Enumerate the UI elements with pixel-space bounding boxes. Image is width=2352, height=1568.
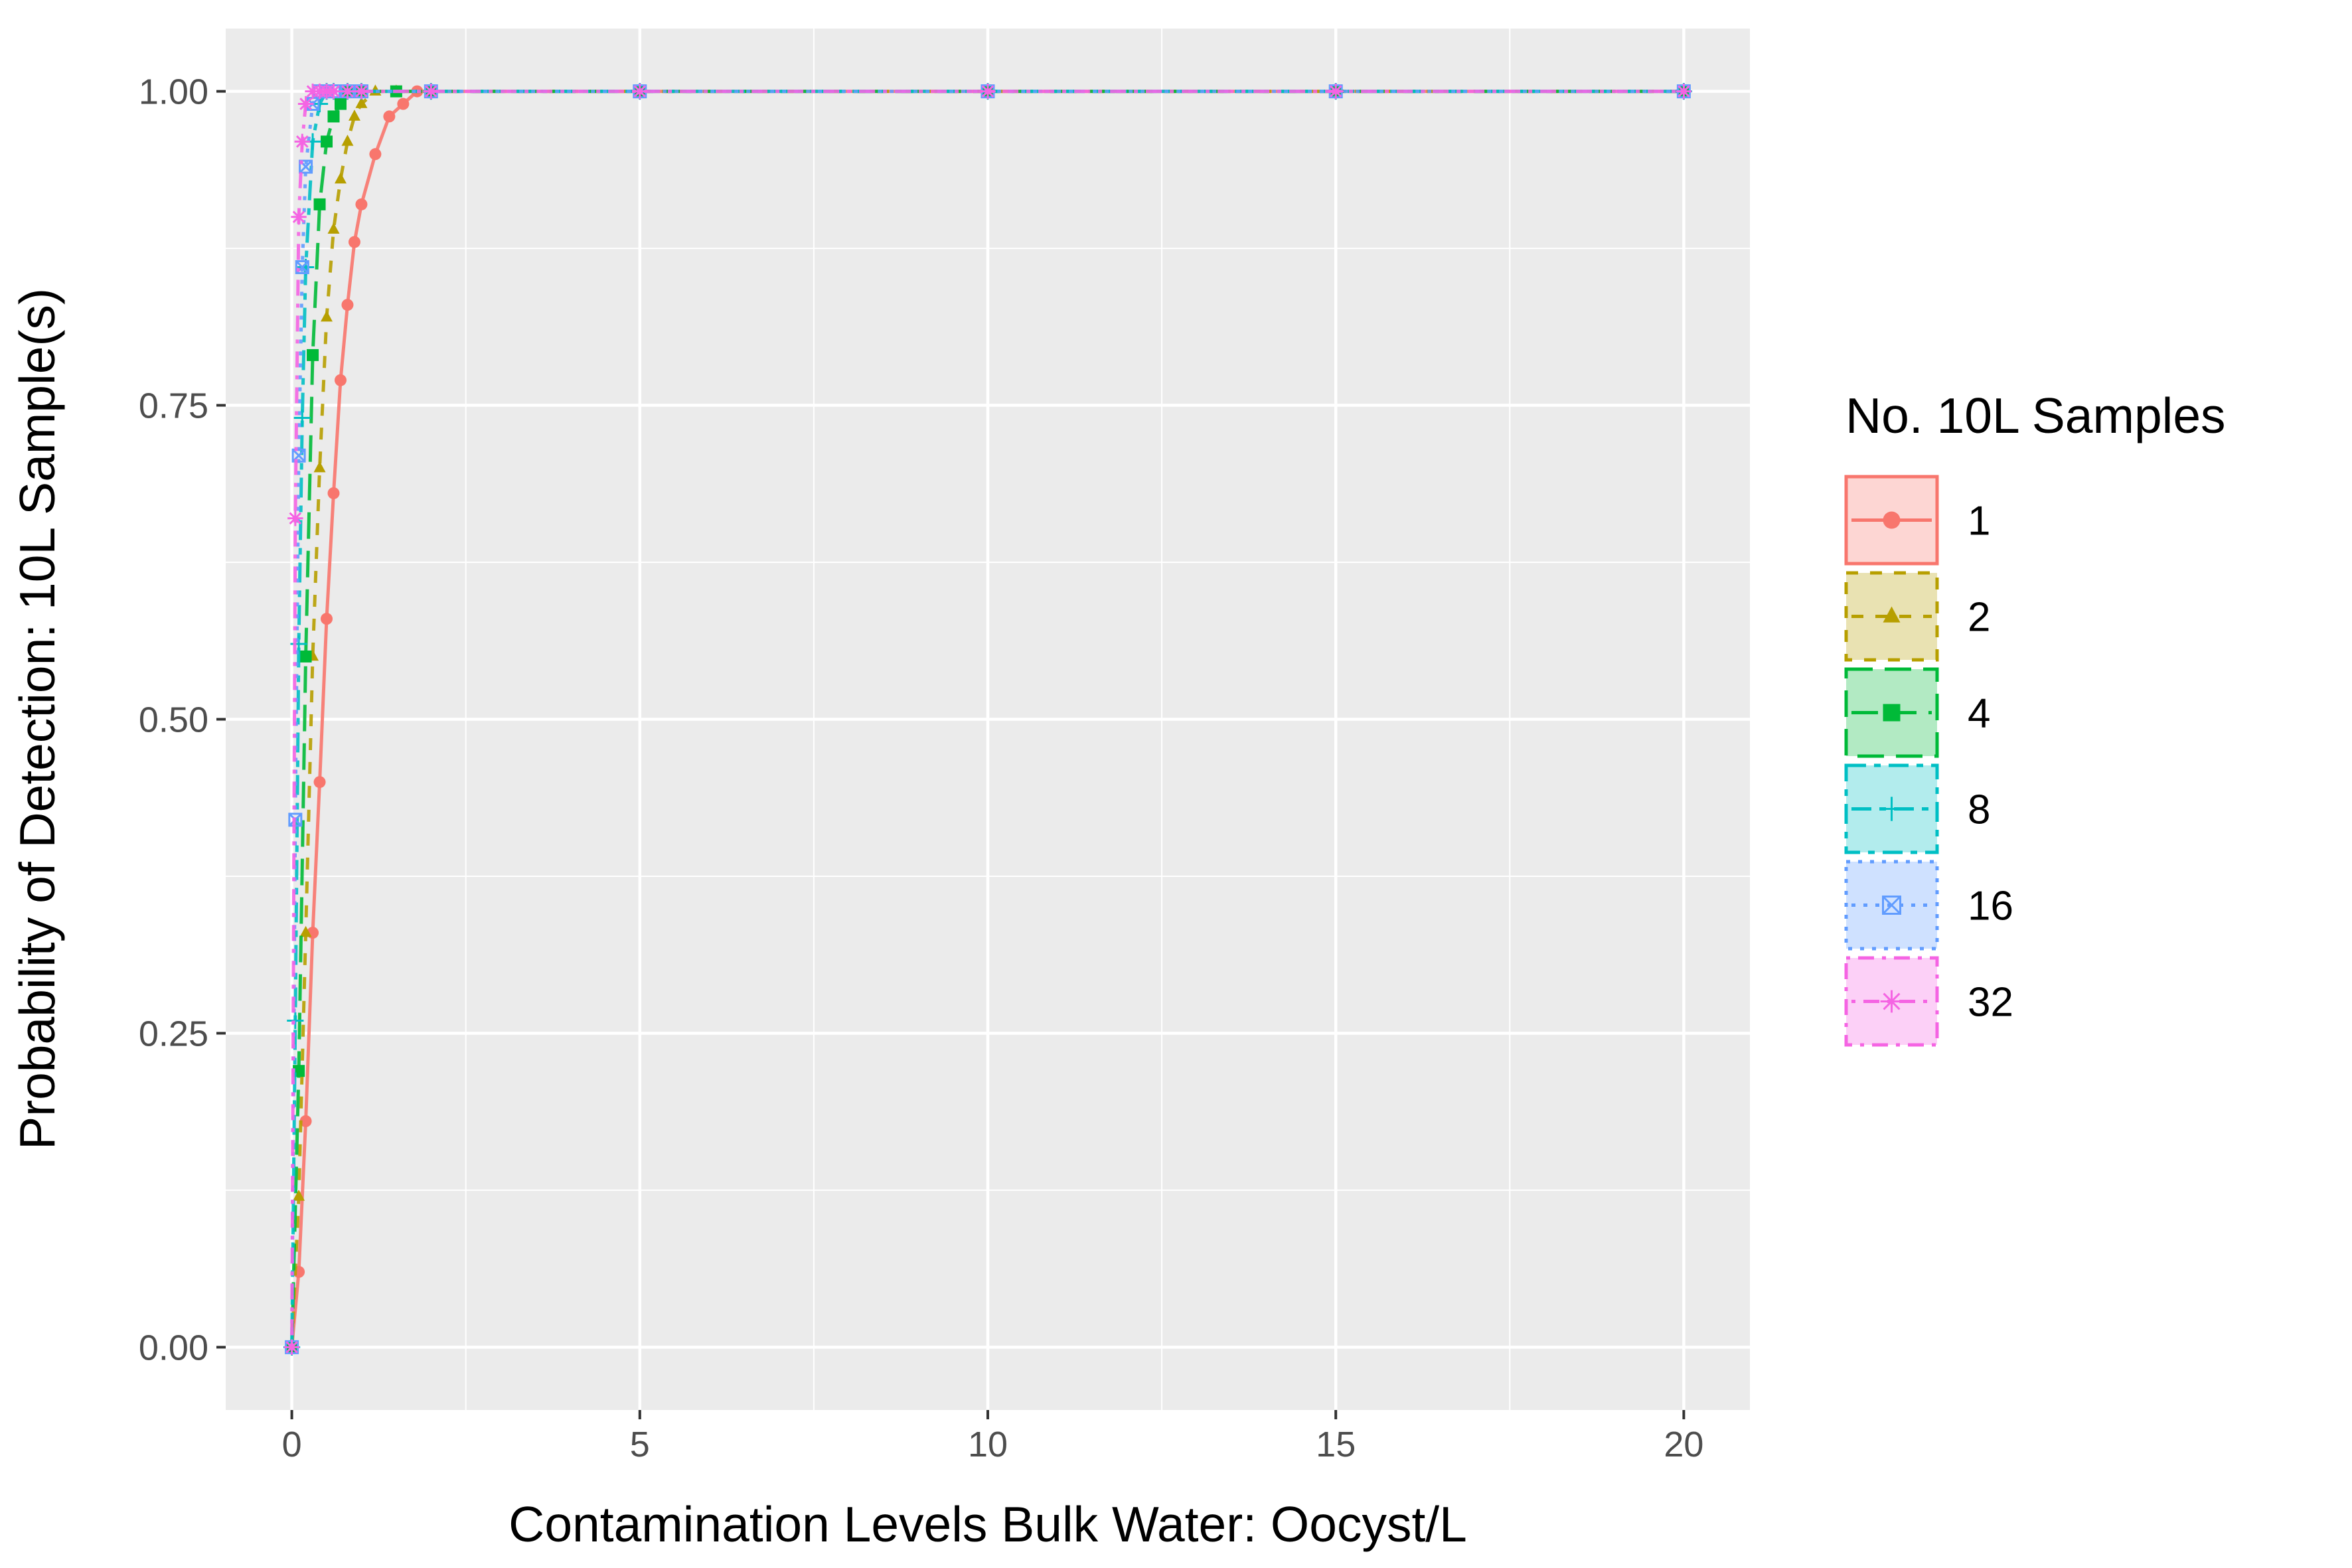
series-line-2	[290, 90, 1684, 1348]
y-tick-label: 1.00	[139, 72, 208, 112]
data-point-32	[1329, 85, 1342, 98]
data-point-2	[334, 172, 347, 184]
legend-item-1: 1	[1844, 475, 1990, 566]
data-point-32	[299, 98, 312, 110]
data-point-16	[291, 448, 306, 463]
data-point-32	[1678, 85, 1690, 98]
x-axis: 0 5 10 15 20	[282, 1410, 1703, 1464]
data-point-4	[299, 650, 312, 663]
data-point-1	[299, 1115, 312, 1127]
y-axis: 0.00 0.25 0.50 0.75 1.00	[139, 72, 226, 1368]
y-tick-label: 0.25	[139, 1014, 208, 1054]
legend: No. 10L Samples 1 2 4 8 16 32	[1844, 388, 2226, 1047]
data-point-2	[348, 110, 360, 121]
data-point-32	[285, 1341, 298, 1354]
data-point-1	[321, 613, 333, 625]
data-point-32	[341, 85, 354, 98]
data-point-4	[307, 349, 319, 361]
legend-item-4: 4	[1844, 667, 1990, 758]
data-point-32	[981, 85, 994, 98]
legend-label: 16	[1968, 884, 2013, 929]
data-point-1	[334, 374, 347, 386]
data-point-4	[313, 198, 326, 210]
data-point-32	[355, 85, 368, 98]
data-point-32	[289, 512, 302, 525]
data-point-2	[321, 310, 333, 322]
data-point-32	[424, 85, 437, 98]
x-tick-label: 15	[1316, 1425, 1356, 1464]
data-point-1	[383, 110, 396, 123]
data-point-1	[327, 487, 340, 499]
legend-label: 1	[1968, 499, 1990, 544]
data-point-32	[327, 85, 340, 98]
data-point-16	[295, 260, 309, 274]
x-axis-title: Contamination Levels Bulk Water: Oocyst/…	[509, 1496, 1467, 1552]
legend-item-16: 16	[1844, 860, 2013, 951]
legend-key-marker	[1883, 511, 1901, 529]
data-point-4	[321, 135, 333, 148]
legend-title: No. 10L Samples	[1845, 388, 2226, 443]
legend-item-8: 8	[1844, 763, 1990, 854]
legend-key-marker	[1883, 606, 1901, 623]
series-32	[283, 83, 1692, 1356]
legend-label: 2	[1968, 595, 1990, 641]
data-point-4	[334, 98, 347, 110]
legend-key-marker	[1882, 896, 1901, 915]
series-lines	[283, 82, 1693, 1356]
data-point-32	[633, 85, 647, 98]
data-point-1	[341, 299, 354, 311]
data-point-2	[313, 461, 326, 473]
x-tick-label: 10	[968, 1425, 1008, 1464]
y-axis-title: Probability of Detection: 10L Sample(s)	[9, 288, 65, 1150]
data-point-2	[341, 134, 354, 146]
data-point-1	[369, 148, 382, 161]
x-tick-label: 0	[282, 1425, 302, 1464]
data-point-2	[355, 97, 368, 108]
legend-key-marker	[1883, 992, 1901, 1010]
data-point-32	[295, 135, 309, 148]
data-point-1	[355, 198, 368, 210]
data-point-2	[327, 222, 340, 234]
legend-item-32: 32	[1844, 956, 2013, 1047]
legend-label: 4	[1968, 691, 1990, 737]
legend-label: 8	[1968, 787, 1990, 833]
data-point-4	[327, 110, 340, 123]
y-tick-label: 0.00	[139, 1328, 208, 1368]
legend-item-2: 2	[1844, 571, 1990, 662]
y-tick-label: 0.50	[139, 700, 208, 740]
legend-key-marker	[1883, 704, 1901, 722]
data-point-2	[293, 1190, 305, 1201]
data-point-16	[299, 159, 313, 174]
data-point-32	[292, 210, 305, 224]
data-point-16	[299, 160, 313, 174]
x-tick-label: 20	[1664, 1425, 1703, 1464]
grid-lines	[226, 29, 1750, 1410]
legend-label: 32	[1968, 980, 2013, 1026]
y-tick-label: 0.75	[139, 386, 208, 426]
data-point-1	[397, 98, 410, 110]
data-point-1	[348, 236, 360, 248]
data-point-2	[299, 925, 312, 937]
x-tick-label: 5	[630, 1425, 650, 1464]
data-point-1	[313, 776, 326, 789]
legend-key-marker	[1882, 896, 1901, 915]
